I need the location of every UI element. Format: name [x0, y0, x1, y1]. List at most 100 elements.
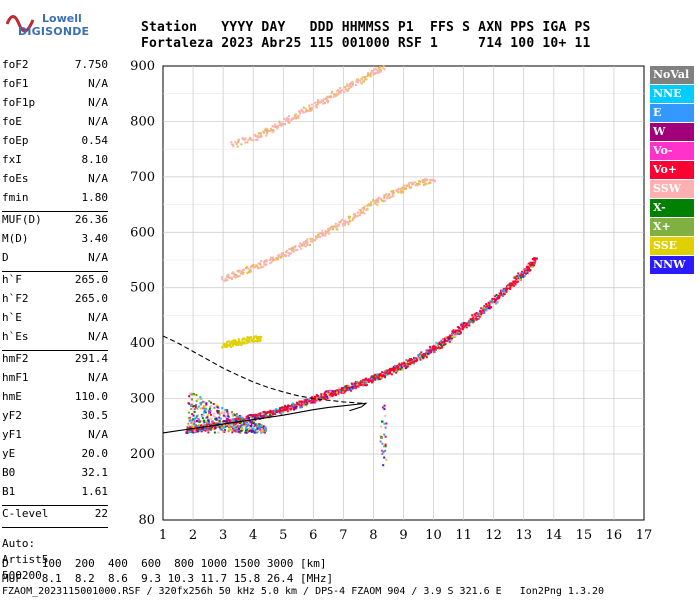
echo-point: [192, 422, 195, 425]
echo-point: [350, 386, 353, 389]
echo-point: [187, 424, 190, 427]
echo-point: [460, 323, 463, 326]
echo-point: [230, 340, 233, 343]
echo-point: [347, 220, 350, 223]
echo-point: [262, 410, 265, 413]
echo-point: [292, 116, 295, 119]
echo-point: [233, 342, 236, 345]
y-tick-label: 800: [130, 114, 155, 129]
scaled-parameters-panel: foF2 7.750 foF1 N/A foF1p N/A foE N/A foEp 0.54 fx…: [2, 58, 108, 584]
echo-point: [375, 375, 378, 378]
echo-point: [188, 416, 191, 419]
echo-point: [300, 404, 303, 407]
echo-point: [373, 374, 376, 377]
echo-point: [253, 421, 256, 424]
echo-point: [382, 464, 385, 467]
echo-point: [197, 425, 200, 428]
echo-point: [316, 395, 319, 398]
echo-point: [440, 344, 443, 347]
echo-point: [277, 410, 280, 413]
echo-point: [429, 351, 432, 354]
echo-point: [258, 335, 261, 338]
echo-point: [303, 244, 306, 247]
echo-point: [384, 426, 387, 429]
echo-point: [337, 90, 340, 93]
echo-point: [320, 396, 323, 399]
echo-point: [343, 223, 346, 226]
echo-point: [206, 428, 209, 431]
echo-point: [207, 409, 210, 412]
echo-point: [480, 313, 483, 316]
echo-point: [261, 265, 264, 268]
echo-point: [526, 270, 529, 273]
echo-point: [185, 431, 188, 434]
echo-point: [235, 428, 238, 431]
echo-point: [232, 145, 235, 148]
legend-item: SSE: [650, 237, 694, 255]
echo-point: [352, 384, 355, 387]
echo-point: [298, 245, 301, 248]
echo-point: [220, 412, 223, 415]
echo-point: [251, 429, 254, 432]
echo-point: [198, 419, 201, 422]
echo-point: [305, 109, 308, 112]
parameter-value: 8.10: [81, 153, 109, 166]
echo-point: [242, 424, 245, 427]
echo-point: [220, 428, 223, 431]
echo-point: [290, 249, 293, 252]
echo-point: [280, 254, 283, 257]
echo-point: [458, 326, 461, 329]
echo-point: [381, 442, 384, 445]
echo-point: [254, 265, 257, 268]
echo-point: [437, 342, 440, 345]
echo-point: [272, 411, 275, 414]
echo-point: [321, 234, 324, 237]
echo-point: [290, 118, 293, 121]
echo-point: [236, 421, 239, 424]
echo-point: [296, 402, 299, 405]
header-label: S: [462, 20, 479, 35]
echo-point: [423, 183, 426, 186]
echo-point: [390, 190, 393, 193]
echo-point: [444, 343, 447, 346]
y-tick-label: 400: [130, 336, 155, 351]
echo-point: [347, 215, 350, 218]
parameter-row: h`F 265.0: [2, 273, 108, 292]
echo-point: [412, 361, 415, 364]
echo-point: [316, 103, 319, 106]
echo-point: [381, 371, 384, 374]
echo-point: [392, 191, 395, 194]
echo-point: [258, 415, 261, 418]
echo-point: [192, 393, 195, 396]
echo-point: [342, 390, 345, 393]
echo-point: [514, 280, 517, 283]
echo-point: [397, 187, 400, 190]
echo-point: [248, 414, 251, 417]
echo-point: [375, 198, 378, 201]
echo-point: [408, 181, 411, 184]
echo-point: [337, 88, 340, 91]
echo-point: [424, 179, 427, 182]
echo-point: [500, 290, 503, 293]
echo-point: [472, 319, 475, 322]
echo-point: [227, 415, 230, 418]
echo-point: [321, 229, 324, 232]
echo-point: [294, 113, 297, 116]
echo-point: [309, 240, 312, 243]
echo-point: [336, 389, 339, 392]
echo-point: [268, 130, 271, 133]
echo-point: [344, 86, 347, 89]
echo-point: [438, 347, 441, 350]
parameter-row: MUF(D) 26.36: [2, 213, 108, 232]
echo-point: [217, 410, 220, 413]
x-tick-label: 15: [576, 528, 593, 543]
echo-point: [235, 344, 238, 347]
echo-point: [340, 391, 343, 394]
echo-point: [228, 419, 231, 422]
echo-point: [291, 402, 294, 405]
echo-point: [240, 271, 243, 274]
echo-point: [268, 258, 271, 261]
echo-point: [210, 417, 213, 420]
echo-point: [191, 405, 194, 408]
echo-point: [310, 238, 313, 241]
